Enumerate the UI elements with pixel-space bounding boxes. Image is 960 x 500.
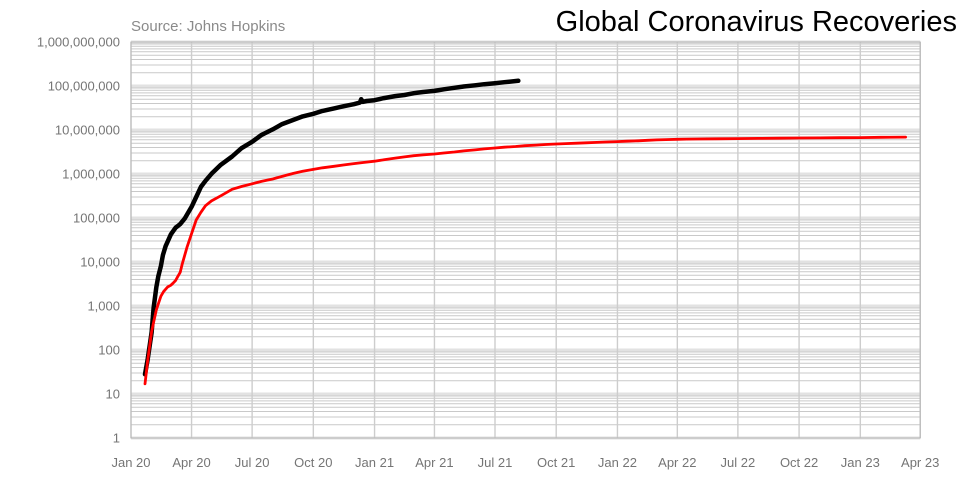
x-tick-label: Jan 23 (841, 455, 880, 470)
plot-border (130, 41, 921, 439)
x-tick-label: Oct 20 (294, 455, 332, 470)
chart-source: Source: Johns Hopkins (131, 18, 286, 35)
y-tick-label: 100,000 (73, 211, 120, 226)
series-red-line (143, 135, 907, 386)
x-tick-label: Apr 23 (901, 455, 939, 470)
y-tick-label: 1,000,000,000 (37, 35, 120, 50)
x-tick-label: Oct 21 (537, 455, 575, 470)
series-black-line (142, 78, 521, 377)
x-tick-label: Jan 21 (355, 455, 394, 470)
y-tick-label: 100 (98, 343, 120, 358)
y-tick-label: 1,000,000 (62, 167, 120, 182)
x-tick-label: Jan 20 (111, 455, 150, 470)
y-tick-label: 10,000,000 (55, 123, 120, 138)
chart-title: Global Coronavirus Recoveries (555, 6, 957, 38)
x-tick-label: Jul 21 (478, 455, 513, 470)
x-tick-label: Apr 20 (172, 455, 210, 470)
y-tick-label: 1,000 (87, 299, 120, 314)
y-tick-label: 10,000 (80, 255, 120, 270)
x-tick-label: Oct 22 (780, 455, 818, 470)
y-tick-label: 1 (113, 431, 120, 446)
x-tick-label: Jan 22 (598, 455, 637, 470)
x-tick-label: Jul 22 (721, 455, 756, 470)
x-tick-label: Jul 20 (235, 455, 270, 470)
y-tick-label: 10 (106, 387, 120, 402)
x-tick-label: Apr 22 (658, 455, 696, 470)
x-tick-label: Apr 21 (415, 455, 453, 470)
y-tick-label: 100,000,000 (48, 79, 120, 94)
